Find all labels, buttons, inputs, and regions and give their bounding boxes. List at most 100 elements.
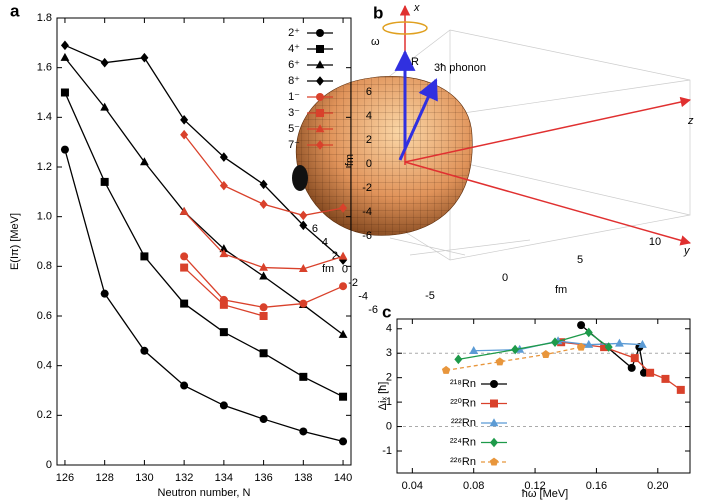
marker <box>180 299 189 308</box>
marker <box>180 263 189 272</box>
legend-label: 1⁻ <box>288 91 300 103</box>
marker <box>100 177 109 186</box>
panel-b-label: R <box>411 56 419 68</box>
series-line <box>64 57 344 336</box>
z-axis-arrow <box>404 96 692 163</box>
x-axis-label: Neutron number, N <box>158 487 251 499</box>
legend-marker <box>316 140 324 150</box>
x-tick-label: 134 <box>215 472 233 484</box>
marker <box>661 374 670 383</box>
panel-b-label: y <box>683 245 691 257</box>
marker <box>627 363 636 372</box>
marker <box>219 300 228 309</box>
x-tick-label: 0.04 <box>402 480 423 492</box>
y-tick-label: 4 <box>386 323 392 335</box>
panel-label: c <box>382 302 391 321</box>
panel-b-label: -6 <box>362 230 372 242</box>
x-tick-label: 126 <box>56 472 74 484</box>
panel-b-label: fm <box>344 154 356 166</box>
legend-marker <box>490 399 498 408</box>
marker <box>219 401 228 410</box>
y-axis-arrow <box>404 161 692 246</box>
legend-label: 3⁻ <box>288 107 300 119</box>
marker <box>676 385 685 394</box>
series-line <box>64 44 344 261</box>
y-tick-label: 0 <box>46 459 52 471</box>
marker <box>576 342 586 351</box>
marker <box>140 52 149 63</box>
y-tick-label: 0.6 <box>37 310 52 322</box>
marker <box>259 312 268 320</box>
x-axis-label: ħω [MeV] <box>522 488 569 500</box>
panel-b-label: 2 <box>366 134 372 146</box>
y-tick-label: 2 <box>386 372 392 384</box>
marker <box>541 350 550 359</box>
marker <box>577 321 586 330</box>
panel-b-label: -4 <box>358 290 368 302</box>
x-tick-label: 132 <box>175 472 193 484</box>
marker <box>219 244 229 253</box>
panel-label: a <box>10 1 20 20</box>
marker <box>180 252 189 261</box>
legend-label: 7⁻ <box>288 139 300 151</box>
panel-b-label: -4 <box>362 206 372 218</box>
legend-marker <box>490 437 498 448</box>
marker <box>298 264 308 273</box>
y-tick-label: 0.2 <box>37 409 52 421</box>
marker <box>219 328 228 337</box>
marker <box>180 129 189 140</box>
x-tick-label: 0.08 <box>463 480 484 492</box>
marker <box>615 338 624 347</box>
x-tick-label: 138 <box>294 472 312 484</box>
legend-marker <box>316 29 324 37</box>
panel-b-label: 4 <box>322 236 328 248</box>
marker <box>639 368 648 377</box>
marker <box>259 199 268 210</box>
y-tick-label: -1 <box>382 445 392 457</box>
marker <box>219 249 229 258</box>
panel-b-label: z <box>687 115 694 127</box>
y-axis-label: E(Iπ) [MeV] <box>9 213 21 270</box>
plot-frame <box>56 17 352 466</box>
legend-marker <box>489 457 499 466</box>
rotation <box>382 21 428 35</box>
series-line <box>64 149 344 443</box>
x-tick-label: 0.16 <box>586 480 607 492</box>
marker <box>454 354 463 365</box>
legend-label: ²²⁰Rn <box>450 397 476 409</box>
y-tick-label: 0.8 <box>37 260 52 272</box>
legend-marker <box>315 60 325 69</box>
panel-b-label: -6 <box>368 304 378 316</box>
marker <box>638 339 647 348</box>
marker <box>299 299 308 308</box>
marker <box>60 40 69 51</box>
panel-b-label: x <box>413 2 420 14</box>
marker <box>441 365 451 374</box>
panel-b-label: 0 <box>366 158 372 170</box>
legend-label: 6⁺ <box>288 59 300 71</box>
marker <box>180 115 189 125</box>
marker <box>60 145 69 154</box>
marker <box>259 271 268 280</box>
marker <box>339 437 348 446</box>
marker <box>339 282 348 291</box>
panel-b-label: -5 <box>425 290 435 302</box>
legend-label: 4⁺ <box>288 43 300 55</box>
marker <box>299 210 308 221</box>
marker <box>140 252 149 261</box>
legend-marker <box>489 418 499 427</box>
series-line <box>64 92 344 398</box>
legend-marker <box>316 109 324 117</box>
marker <box>259 303 268 312</box>
marker <box>604 342 613 352</box>
phonon-vector <box>398 78 438 161</box>
marker <box>339 392 348 401</box>
series-line <box>183 211 344 270</box>
marker <box>219 180 228 191</box>
legend-label: 2⁺ <box>288 27 300 39</box>
legend-label: ²¹⁸Rn <box>450 378 476 390</box>
legend-marker <box>316 45 324 53</box>
panel-b-label: fm <box>322 263 334 275</box>
marker <box>219 152 228 162</box>
panel-b-label: fm <box>555 284 567 296</box>
